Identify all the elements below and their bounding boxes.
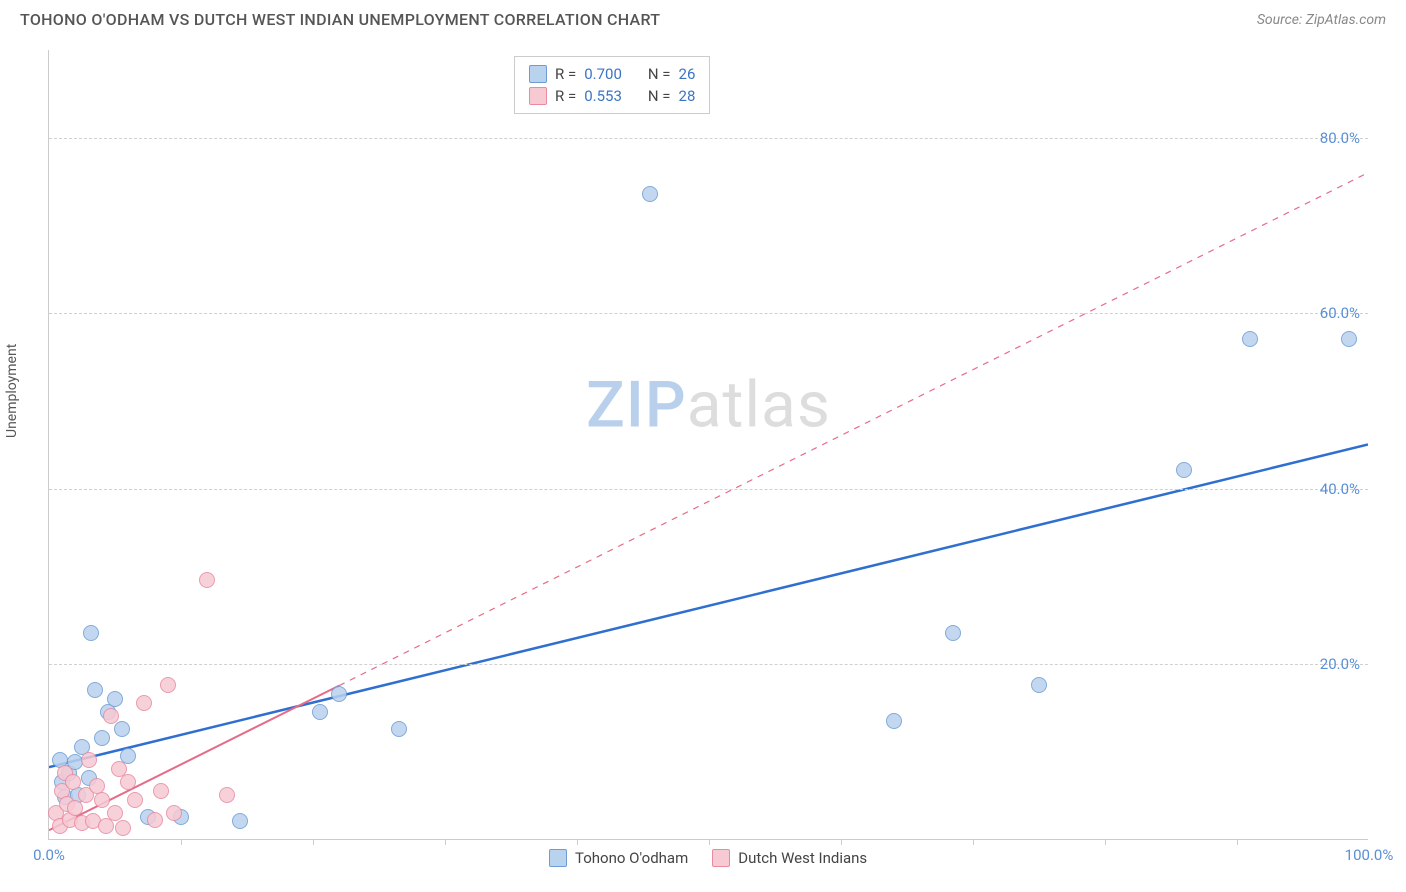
data-point <box>83 625 99 641</box>
data-point <box>199 572 215 588</box>
x-tick-label: 100.0% <box>1345 846 1394 864</box>
data-point <box>107 691 123 707</box>
data-point <box>103 708 119 724</box>
data-point <box>94 730 110 746</box>
data-point <box>945 625 961 641</box>
legend-label: Tohono O'odham <box>575 849 688 867</box>
n-label: N = <box>648 65 671 83</box>
data-point <box>391 721 407 737</box>
data-point <box>94 792 110 808</box>
r-label: R = <box>555 87 576 105</box>
data-point <box>886 713 902 729</box>
source-label: Source: ZipAtlas.com <box>1257 12 1386 28</box>
data-point <box>153 783 169 799</box>
legend-label: Dutch West Indians <box>738 849 867 867</box>
data-point <box>67 800 83 816</box>
x-minor-tick <box>313 839 314 845</box>
data-point <box>219 787 235 803</box>
chart-header: TOHONO O'ODHAM VS DUTCH WEST INDIAN UNEM… <box>0 0 1406 37</box>
data-point <box>98 818 114 834</box>
data-point <box>160 677 176 693</box>
watermark-atlas: atlas <box>687 368 831 443</box>
x-minor-tick <box>1105 839 1106 845</box>
data-point <box>232 813 248 829</box>
data-point <box>65 774 81 790</box>
legend-item: Dutch West Indians <box>712 849 867 867</box>
x-minor-tick <box>577 839 578 845</box>
data-point <box>81 752 97 768</box>
data-point <box>1031 677 1047 693</box>
legend-stats-row: R = 0.700 N = 26 <box>529 63 695 85</box>
n-value: 26 <box>679 65 696 83</box>
y-tick-label: 80.0% <box>1320 129 1360 147</box>
r-value: 0.700 <box>584 65 622 83</box>
y-tick-label: 20.0% <box>1320 655 1360 673</box>
x-minor-tick <box>445 839 446 845</box>
data-point <box>147 812 163 828</box>
data-point <box>642 186 658 202</box>
data-point <box>87 682 103 698</box>
n-value: 28 <box>679 87 696 105</box>
data-point <box>1341 331 1357 347</box>
data-point <box>312 704 328 720</box>
data-point <box>120 774 136 790</box>
gridline <box>49 313 1368 314</box>
trendlines-svg <box>49 50 1368 839</box>
source-prefix: Source: <box>1257 12 1306 28</box>
gridline <box>49 138 1368 139</box>
x-minor-tick <box>1237 839 1238 845</box>
x-minor-tick <box>973 839 974 845</box>
scatter-chart: ZIPatlas R = 0.700 N = 26 R = 0.553 N = … <box>48 50 1368 840</box>
data-point <box>1176 462 1192 478</box>
r-label: R = <box>555 65 576 83</box>
legend-stats-row: R = 0.553 N = 28 <box>529 85 695 107</box>
y-axis-label: Unemployment <box>4 344 20 438</box>
data-point <box>127 792 143 808</box>
data-point <box>166 805 182 821</box>
legend-item: Tohono O'odham <box>549 849 688 867</box>
data-point <box>114 721 130 737</box>
data-point <box>136 695 152 711</box>
source-name: ZipAtlas.com <box>1306 12 1386 28</box>
n-label: N = <box>648 87 671 105</box>
y-tick-label: 60.0% <box>1320 304 1360 322</box>
legend-stats: R = 0.700 N = 26 R = 0.553 N = 28 <box>514 56 710 114</box>
r-value: 0.553 <box>584 87 622 105</box>
watermark: ZIPatlas <box>586 368 831 443</box>
x-minor-tick <box>181 839 182 845</box>
x-minor-tick <box>841 839 842 845</box>
legend-series: Tohono O'odham Dutch West Indians <box>549 849 867 867</box>
data-point <box>107 805 123 821</box>
data-point <box>115 820 131 836</box>
legend-swatch-icon <box>712 849 730 867</box>
y-tick-label: 40.0% <box>1320 480 1360 498</box>
data-point <box>331 686 347 702</box>
legend-swatch-icon <box>529 87 547 105</box>
gridline <box>49 664 1368 665</box>
legend-swatch-icon <box>529 65 547 83</box>
legend-swatch-icon <box>549 849 567 867</box>
chart-title: TOHONO O'ODHAM VS DUTCH WEST INDIAN UNEM… <box>20 10 660 29</box>
watermark-zip: ZIP <box>586 368 687 443</box>
data-point <box>1242 331 1258 347</box>
x-tick-label: 0.0% <box>33 846 65 864</box>
x-minor-tick <box>709 839 710 845</box>
gridline <box>49 489 1368 490</box>
